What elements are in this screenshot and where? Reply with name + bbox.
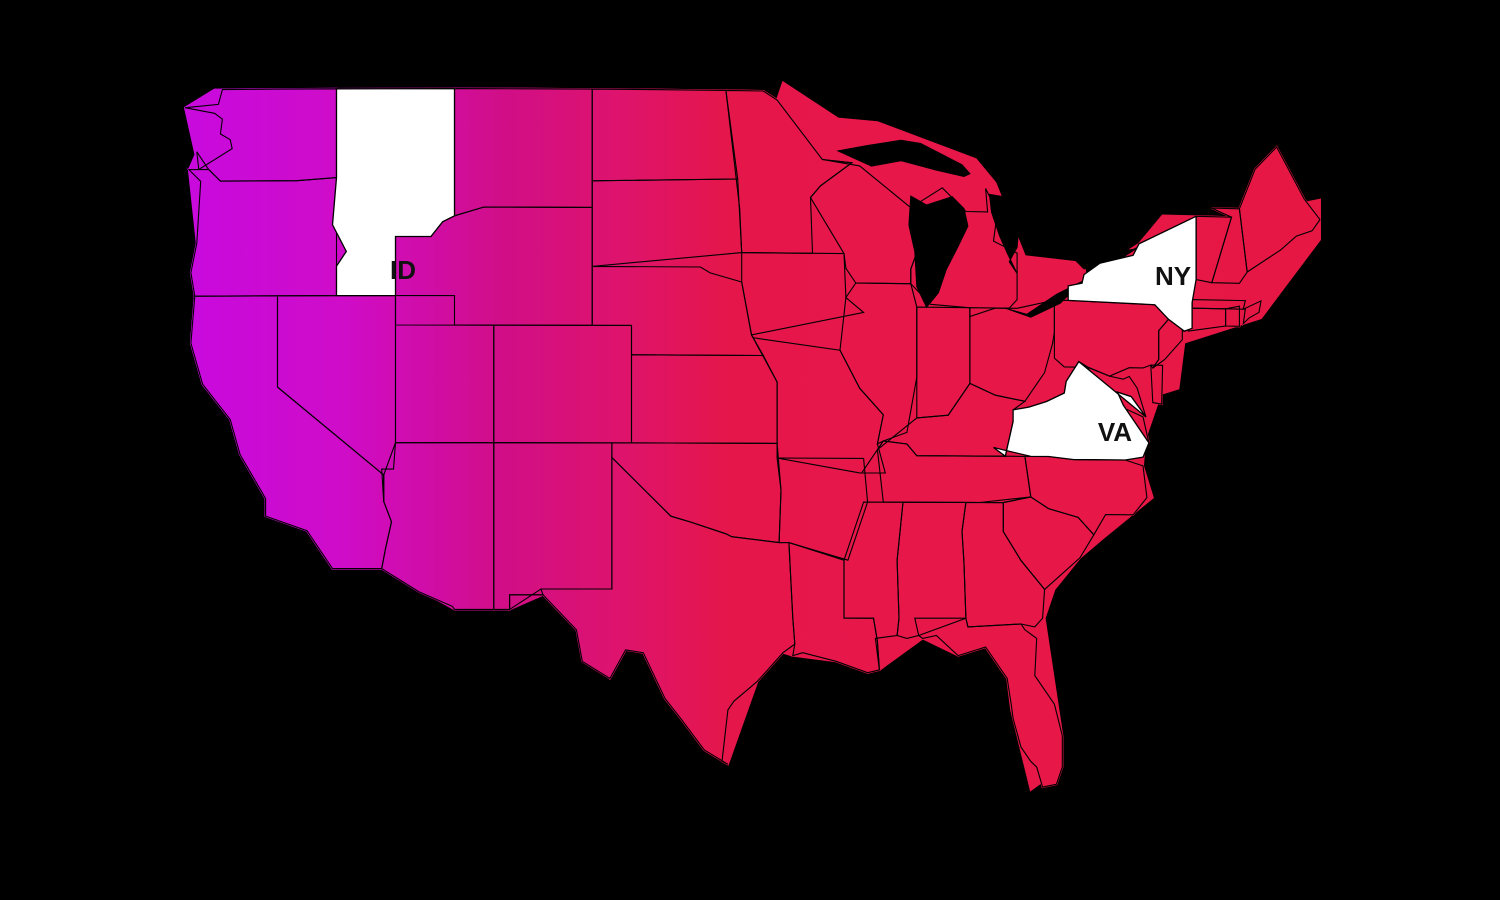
svg-text:NY: NY bbox=[1155, 261, 1191, 291]
svg-text:ID: ID bbox=[390, 255, 416, 285]
svg-text:VA: VA bbox=[1098, 417, 1132, 447]
